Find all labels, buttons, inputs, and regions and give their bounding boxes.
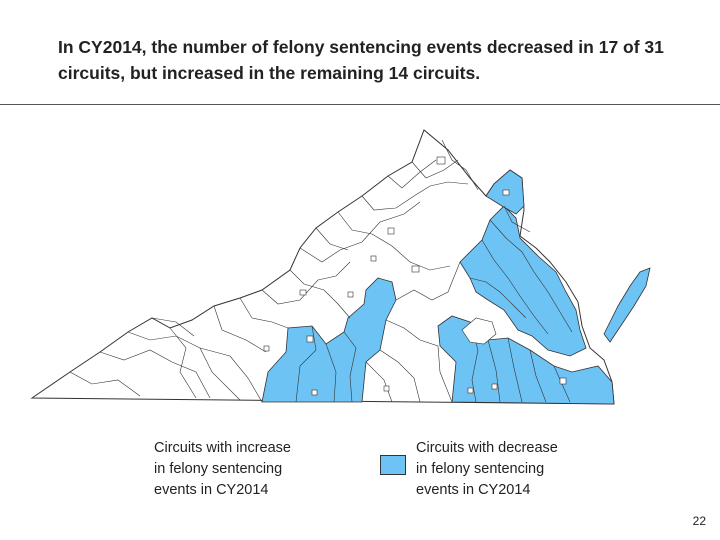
circuit-region-central	[459, 205, 587, 357]
independent-cities	[263, 156, 567, 396]
legend-increase-swatch	[118, 455, 144, 475]
legend-increase-line-2: in felony sentencing	[154, 461, 283, 477]
circuit-region-eastern-shore	[603, 267, 651, 343]
page-number: 22	[692, 514, 706, 528]
legend-decrease-line-1: Circuits with decrease	[416, 440, 558, 456]
title-divider	[0, 104, 720, 105]
legend-increase-line-1: Circuits with increase	[154, 440, 291, 456]
legend-increase: Circuits with increase in felony sentenc…	[118, 438, 354, 501]
legend-decrease-line-3: events in CY2014	[416, 482, 531, 498]
county-boundaries	[69, 139, 573, 403]
slide-title: In CY2014, the number of felony sentenci…	[58, 37, 664, 83]
legend-decrease-swatch	[380, 455, 406, 475]
legend-decrease: Circuits with decrease in felony sentenc…	[380, 438, 616, 501]
legend-decrease-label: Circuits with decrease in felony sentenc…	[416, 438, 616, 501]
legend-increase-line-3: events in CY2014	[154, 482, 269, 498]
legend-increase-label: Circuits with increase in felony sentenc…	[154, 438, 354, 501]
legend-decrease-line-2: in felony sentencing	[416, 461, 545, 477]
circuit-region-southwest-central	[261, 277, 397, 403]
